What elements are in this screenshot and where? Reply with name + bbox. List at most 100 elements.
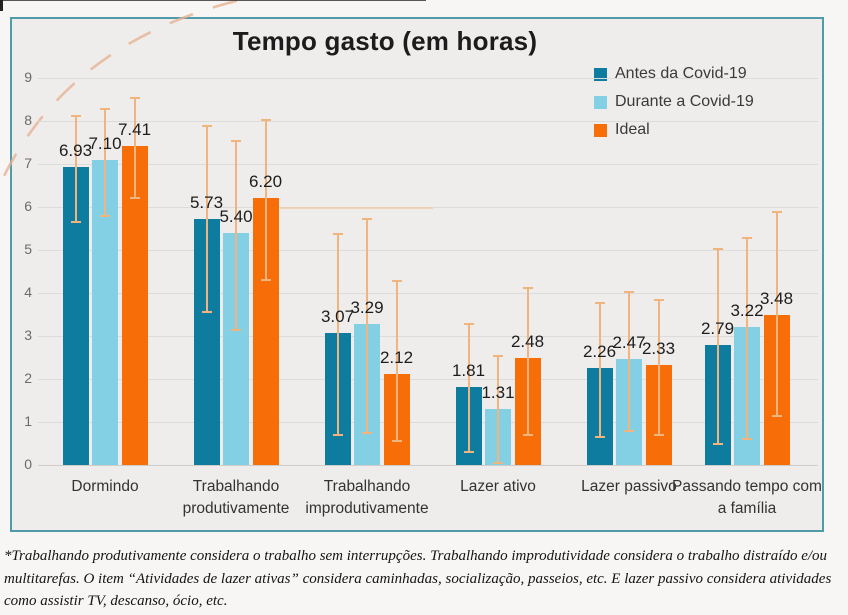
legend-item: Antes da Covid-19 [594, 60, 754, 88]
error-bar-line [74, 114, 77, 223]
value-label: 5.73 [189, 193, 224, 212]
error-bar-line [264, 118, 267, 280]
gridline [38, 250, 818, 251]
y-axis-tick-label: 7 [24, 155, 32, 171]
legend-item: Durante a Covid-19 [594, 88, 754, 116]
gridline [38, 164, 818, 165]
error-bar-cap-bottom [493, 461, 503, 464]
gridline [38, 121, 818, 122]
value-label: 3.29 [350, 298, 384, 317]
y-axis-tick-label: 4 [24, 284, 32, 300]
error-bar-cap-bottom [129, 197, 140, 200]
error-bar-cap-top [70, 114, 81, 117]
category-label: Lazer ativo [460, 478, 536, 495]
error-bar-line [467, 323, 470, 453]
legend-label: Antes da Covid-19 [615, 65, 747, 82]
error-bar-cap-bottom [391, 440, 402, 443]
legend-label: Durante a Covid-19 [615, 93, 754, 110]
error-bar-cap-bottom [231, 328, 241, 331]
legend-item: Ideal [594, 116, 754, 144]
error-bar-cap-bottom [332, 433, 343, 436]
category-label: Trabalhando produtivamente [182, 478, 290, 517]
error-bar-cap-bottom [594, 436, 605, 439]
value-label: 2.48 [510, 332, 545, 351]
gridline [38, 78, 818, 79]
gridline-highlight-segment [280, 207, 433, 209]
y-axis-tick-label: 5 [24, 241, 32, 257]
value-label: 2.26 [582, 342, 617, 361]
value-label: 3.07 [320, 307, 355, 326]
value-label: 6.20 [248, 172, 283, 191]
error-bar-cap-bottom [463, 451, 474, 454]
legend-swatch-icon [594, 123, 607, 137]
value-label: 1.31 [481, 383, 515, 402]
error-bar-cap-top [201, 125, 212, 128]
category-label: Lazer passivo [581, 478, 677, 495]
error-bar-cap-top [463, 323, 474, 326]
gridline [38, 336, 818, 337]
error-bar-cap-top [231, 140, 241, 143]
y-axis-tick-label: 6 [24, 198, 32, 214]
error-bar-line [716, 247, 719, 444]
error-bar-cap-top [624, 290, 634, 293]
error-bar-cap-top [653, 299, 664, 302]
error-bar-cap-bottom [712, 442, 723, 445]
error-bar-line [598, 301, 601, 437]
legend-label: Ideal [615, 121, 650, 138]
error-bar-line [205, 125, 208, 313]
error-bar-line [235, 140, 237, 330]
error-bar-cap-top [362, 217, 372, 220]
category-label: Passando tempo com a família [672, 478, 822, 517]
screenshot-artifact-line [0, 0, 426, 1]
category-label: Trabalhando improdutivamente [305, 478, 429, 517]
gridline [38, 293, 818, 294]
chart-legend: Antes da Covid-19 Durante a Covid-19 Ideal [594, 60, 754, 144]
error-bar-line [746, 237, 748, 440]
value-label: 5.40 [219, 207, 253, 226]
error-bar-cap-top [594, 301, 605, 304]
screenshot-artifact-corner [0, 0, 3, 11]
y-axis-tick-label: 9 [24, 69, 32, 85]
error-bar-line [628, 290, 630, 431]
error-bar-cap-top [493, 355, 503, 358]
y-axis-tick-label: 0 [24, 456, 32, 472]
x-axis-line [38, 465, 818, 466]
error-bar-line [526, 286, 529, 435]
category-label: Dormindo [71, 478, 139, 495]
error-bar-line [336, 232, 339, 435]
error-bar-cap-top [260, 118, 271, 121]
value-label: 1.81 [451, 361, 486, 380]
error-bar-cap-top [391, 280, 402, 283]
error-bar-cap-bottom [624, 429, 634, 432]
error-bar-cap-top [771, 211, 782, 214]
error-bar-line [395, 280, 398, 442]
error-bar-cap-top [332, 232, 343, 235]
value-label: 7.41 [117, 120, 152, 139]
chart-footnote: *Trabalhando produtivamente considera o … [4, 548, 832, 609]
error-bar-line [497, 355, 499, 464]
error-bar-cap-top [129, 97, 140, 100]
value-label: 3.48 [759, 289, 794, 308]
gridline [38, 379, 818, 380]
error-bar-cap-top [712, 247, 723, 250]
value-label: 2.79 [700, 319, 735, 338]
error-bar-cap-bottom [742, 438, 752, 441]
y-axis-tick-label: 2 [24, 370, 32, 386]
gridline [38, 422, 818, 423]
error-bar-cap-bottom [100, 214, 110, 217]
error-bar-line [657, 299, 660, 435]
error-bar-line [366, 217, 368, 433]
value-label: 2.47 [612, 333, 646, 352]
error-bar-cap-bottom [522, 433, 533, 436]
legend-swatch-icon [594, 67, 607, 81]
error-bar-cap-top [742, 237, 752, 240]
error-bar-cap-bottom [653, 433, 664, 436]
error-bar-cap-bottom [70, 221, 81, 224]
error-bar-line [775, 211, 778, 416]
error-bar-cap-bottom [201, 311, 212, 314]
value-label: 2.12 [379, 348, 414, 367]
y-axis-tick-label: 3 [24, 327, 32, 343]
value-label: 3.22 [730, 301, 764, 320]
y-axis-tick-label: 1 [24, 413, 32, 429]
error-bar-cap-top [522, 286, 533, 289]
